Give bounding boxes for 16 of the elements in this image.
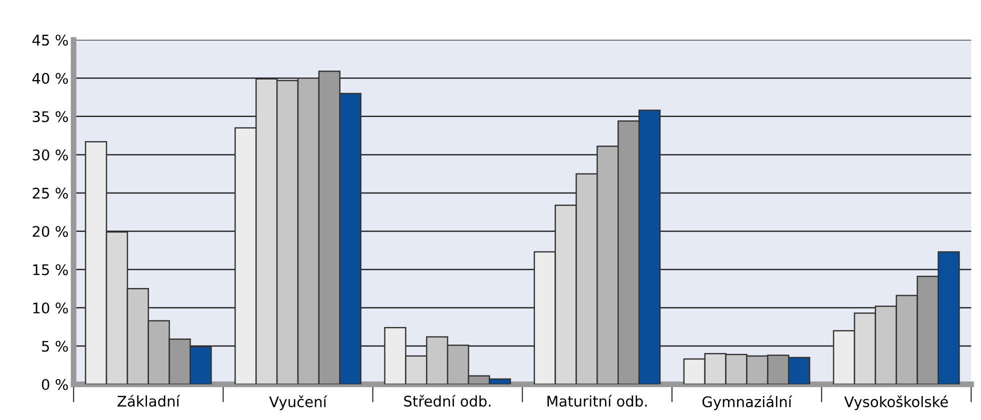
y-tick-label: 35 % [32,111,68,122]
y-tick-label: 0 % [42,379,68,390]
y-tick-label: 40 % [32,72,68,84]
x-tick-label: Maturitní odb. [547,394,647,407]
x-tick-label: Vyučení [269,395,328,410]
x-tick-label: Střední odb. [404,394,490,407]
y-tick-label: 20 % [32,226,68,237]
y-tick-label: 45 % [32,34,68,46]
x-tick-label: Gymnaziální [702,395,792,410]
y-tick-label: 10 % [33,302,68,314]
x-tick-label: Vysokoškolské [844,395,948,410]
y-tick-label: 5 % [42,340,68,352]
y-tick-label: 15 % [33,264,68,276]
x-tick-label: Základní [118,394,180,407]
y-tick-label: 25 % [32,188,68,199]
y-tick-label: 30 % [32,149,68,160]
